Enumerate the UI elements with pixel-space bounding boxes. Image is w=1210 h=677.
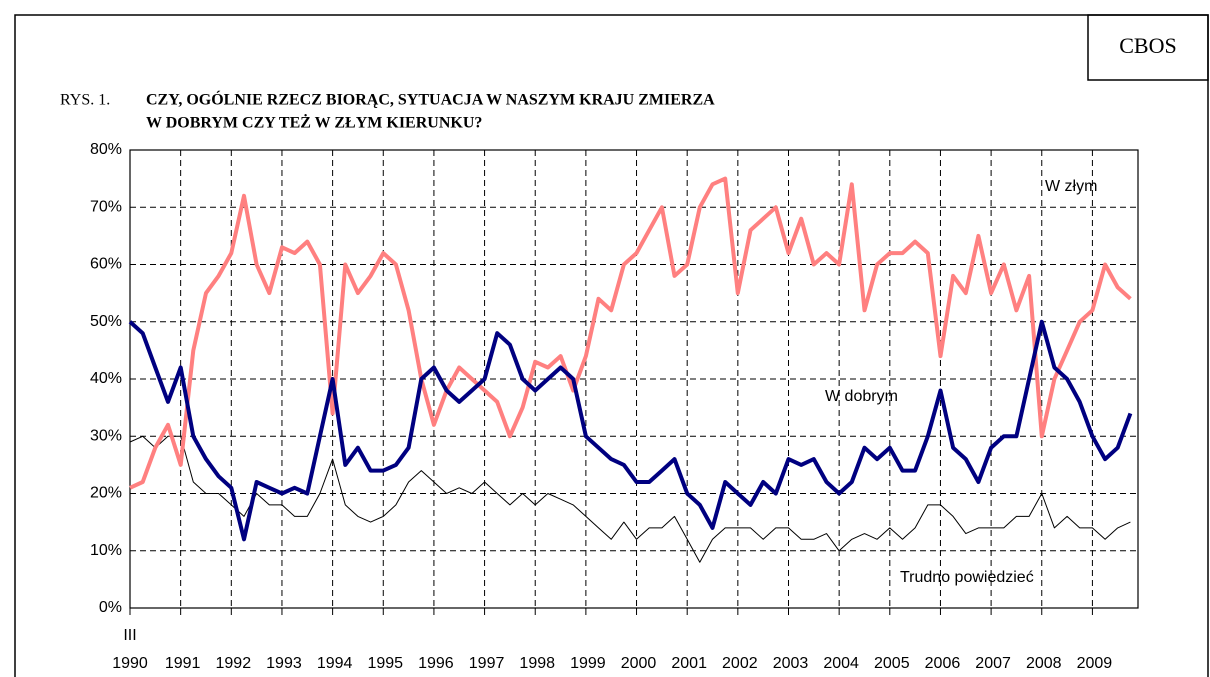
y-tick-label: 30% <box>90 427 122 444</box>
series-label: W dobrym <box>825 388 898 405</box>
x-tick-label: 2004 <box>823 655 859 672</box>
start-month-label: III <box>123 627 136 644</box>
x-tick-label: 2007 <box>975 655 1011 672</box>
y-tick-label: 10% <box>90 542 122 559</box>
series-line <box>129 435 1131 563</box>
y-tick-label: 80% <box>90 141 122 158</box>
plot-frame <box>129 149 1139 609</box>
series-line <box>128 319 1133 542</box>
x-tick-label: 1998 <box>519 655 555 672</box>
series-line <box>129 176 1132 490</box>
figure-label: RYS. 1. <box>60 92 110 109</box>
x-tick-label: 2002 <box>722 655 758 672</box>
x-tick-label: 1993 <box>266 655 302 672</box>
series-label: W złym <box>1045 178 1097 195</box>
x-tick-label: 1991 <box>165 655 201 672</box>
chart-title: CZY, OGÓLNIE RZECZ BIORĄC, SYTUACJA W NA… <box>146 90 715 109</box>
x-tick-label: 2008 <box>1026 655 1062 672</box>
x-tick-label: 2003 <box>773 655 809 672</box>
y-tick-label: 60% <box>90 256 122 273</box>
y-tick-label: 70% <box>90 198 122 215</box>
frame <box>14 14 1209 677</box>
y-tick-label: 20% <box>90 485 122 502</box>
x-tick-label: 1992 <box>216 655 252 672</box>
x-tick-label: 1997 <box>469 655 505 672</box>
x-tick-label: 1995 <box>367 655 403 672</box>
y-tick-label: 40% <box>90 370 122 387</box>
chart-title: W DOBRYM CZY TEŻ W ZŁYM KIERUNKU? <box>146 113 482 132</box>
source: CBOS <box>1119 33 1176 58</box>
x-tick-label: 1990 <box>112 655 148 672</box>
x-tick-label: 1996 <box>418 655 454 672</box>
x-tick-label: 1999 <box>570 655 606 672</box>
series-label: Trudno powiedzieć <box>900 569 1034 586</box>
source-box <box>1087 14 1209 81</box>
y-tick-label: 0% <box>99 599 122 616</box>
x-tick-label: 2009 <box>1077 655 1113 672</box>
x-tick-label: 2000 <box>621 655 657 672</box>
x-tick-label: 2005 <box>874 655 910 672</box>
x-tick-label: 2001 <box>671 655 707 672</box>
x-tick-label: 1994 <box>317 655 353 672</box>
x-tick-label: 2006 <box>925 655 961 672</box>
y-tick-label: 50% <box>90 313 122 330</box>
